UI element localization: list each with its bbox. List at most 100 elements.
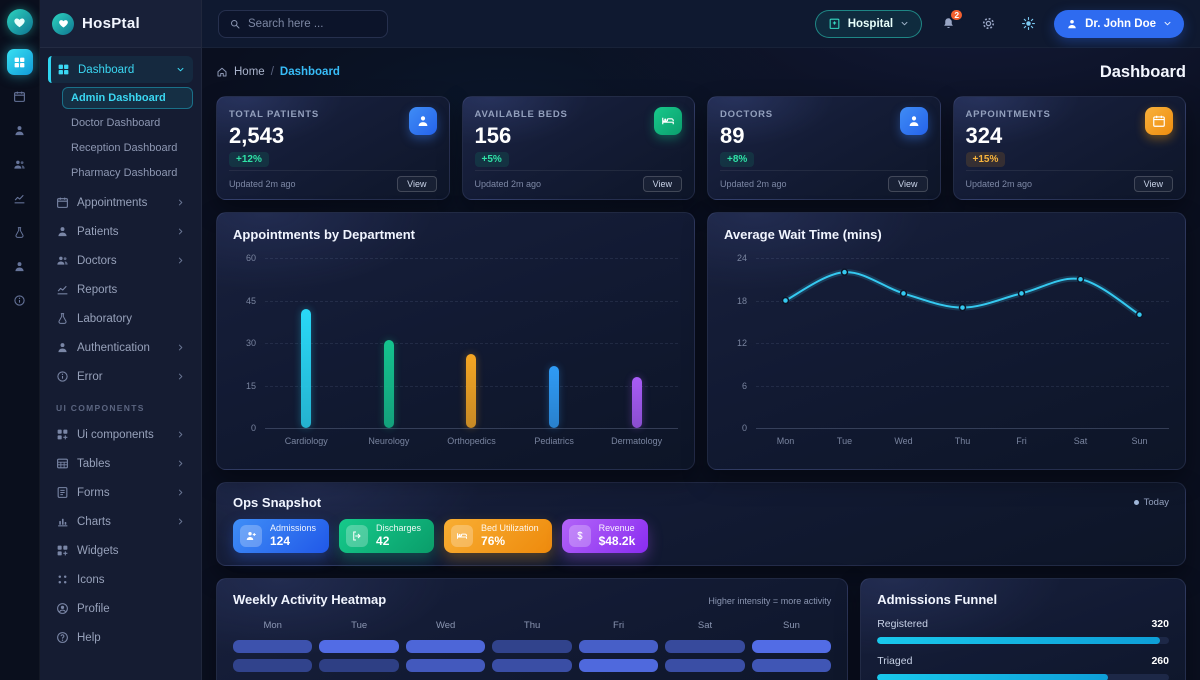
sidebar-subitem-pharmacy-dashboard[interactable]: Pharmacy Dashboard [71, 167, 178, 179]
rail-reports-icon[interactable] [7, 185, 33, 211]
y-axis: 24 18 12 6 0 [724, 253, 756, 433]
chevron-right-icon [176, 459, 185, 468]
gridline [265, 300, 678, 302]
user-menu-button[interactable]: Dr. John Doe [1054, 9, 1184, 38]
gridline [756, 258, 1169, 259]
theme-toggle-button[interactable] [1014, 10, 1042, 38]
search-icon [229, 18, 241, 30]
notifications-button[interactable]: 2 [934, 7, 965, 38]
sidebar-menu: Dashboard Admin Dashboard Doctor Dashboa… [40, 48, 201, 680]
rail-authentication-icon[interactable] [7, 253, 33, 279]
x-axis-label: Cardiology [284, 436, 328, 446]
sidebar-subitem-reception-dashboard[interactable]: Reception Dashboard [71, 142, 178, 154]
sidebar: HosPtal Dashboard Admin Dashboard Doctor… [40, 0, 202, 680]
stat-value: 324 [965, 123, 1003, 148]
x-axis-label: Mon [776, 436, 795, 446]
line-point [899, 289, 908, 298]
person-icon [56, 225, 69, 238]
x-axis-label: Sat [1073, 436, 1088, 446]
heatmap-cell [665, 640, 745, 653]
stat-updated: Updated 2m ago [229, 179, 296, 189]
stat-label: APPOINTMENTS [965, 109, 1051, 120]
chip-bed-utilization[interactable]: Bed Utilization 76% [444, 519, 552, 553]
sidebar-item-reports[interactable]: Reports [48, 276, 193, 303]
bar [549, 365, 560, 428]
line-point [1076, 275, 1085, 283]
rail-patients-icon[interactable] [7, 117, 33, 143]
calendar-icon [1145, 107, 1173, 135]
view-button[interactable]: View [397, 176, 437, 192]
sidebar-item-charts[interactable]: Charts [48, 508, 193, 535]
sidebar-item-forms[interactable]: Forms [48, 479, 193, 506]
stat-label: AVAILABLE BEDS [474, 109, 568, 120]
sidebar-item-appointments[interactable]: Appointments [48, 189, 193, 216]
stat-delta-badge: +8% [720, 152, 755, 167]
funnel-stage-triaged: Triaged 260 [877, 655, 1169, 680]
sidebar-subitem-admin-dashboard[interactable]: Admin Dashboard [62, 87, 193, 109]
breadcrumb-home[interactable]: Home [234, 66, 265, 78]
sidebar-item-icons[interactable]: Icons [48, 566, 193, 593]
rail-dashboard-icon[interactable] [6, 49, 33, 75]
sidebar-item-laboratory[interactable]: Laboratory [48, 305, 193, 332]
bar-slot [348, 258, 431, 428]
search-input[interactable] [248, 17, 377, 30]
heatmap-title: Weekly Activity Heatmap [233, 592, 387, 607]
view-button[interactable]: View [1133, 176, 1173, 192]
chart-title: Appointments by Department [233, 227, 416, 242]
sidebar-item-authentication[interactable]: Authentication [48, 334, 193, 361]
sidebar-item-help[interactable]: Help [48, 624, 193, 651]
sidebar-item-profile[interactable]: Profile [48, 595, 193, 622]
bar-slot [513, 258, 596, 428]
view-button[interactable]: View [888, 176, 928, 192]
heatmap-cell [319, 640, 399, 653]
flask-icon [56, 312, 69, 325]
view-button[interactable]: View [642, 176, 682, 192]
sidebar-section-label: UI COMPONENTS [56, 403, 145, 413]
stat-delta-badge: +5% [474, 152, 509, 167]
rail-appointments-icon[interactable] [7, 83, 33, 109]
funnel-bar-fill [877, 637, 1161, 644]
bar [466, 354, 477, 428]
ops-chips: Admissions 124 Discharges 42 Bed Utiliza… [233, 519, 1169, 553]
dots-icon [56, 573, 69, 586]
sidebar-item-widgets[interactable]: Widgets [48, 537, 193, 564]
funnel-stage-registered: Registered 320 [877, 618, 1169, 644]
y-tick-label: 18 [736, 295, 747, 306]
hospital-dropdown-button[interactable]: Hospital [814, 9, 923, 38]
x-axis-label: Dermatology [611, 436, 663, 446]
sidebar-item-ui-components[interactable]: Ui components [48, 421, 193, 448]
rail-laboratory-icon[interactable] [7, 219, 33, 245]
admissions-funnel-panel: Admissions Funnel Registered 320 Triaged… [860, 578, 1186, 680]
chip-admissions[interactable]: Admissions 124 [233, 519, 330, 553]
chip-discharges[interactable]: Discharges 42 [339, 519, 435, 553]
hospital-icon [828, 17, 841, 30]
search-box[interactable] [218, 9, 388, 38]
bar-slot [265, 258, 348, 428]
sidebar-item-patients[interactable]: Patients [48, 218, 193, 245]
line-point [1135, 310, 1144, 319]
rail-error-icon[interactable] [7, 287, 33, 313]
sidebar-item-dashboard[interactable]: Dashboard [48, 56, 193, 83]
sidebar-item-error[interactable]: Error [48, 363, 193, 390]
chip-revenue[interactable]: Revenue $48.2k [561, 519, 649, 553]
rail-doctors-icon[interactable] [7, 151, 33, 177]
funnel-bar-track [877, 674, 1169, 680]
stat-delta-badge: +12% [229, 152, 269, 167]
settings-button[interactable] [974, 10, 1002, 38]
help-icon [56, 631, 69, 644]
dollar-icon [568, 525, 591, 547]
person-plus-icon [240, 525, 262, 547]
info-icon [56, 370, 69, 383]
gear-icon [981, 16, 996, 31]
line-point [781, 296, 790, 305]
sidebar-item-tables[interactable]: Tables [48, 450, 193, 477]
ops-title: Ops Snapshot [233, 495, 322, 510]
x-axis-label: Neurology [368, 436, 410, 446]
topbar: Hospital 2 Dr. John Doe [202, 0, 1200, 48]
stat-updated: Updated 2m ago [474, 179, 542, 189]
sidebar-subitem-doctor-dashboard[interactable]: Doctor Dashboard [71, 117, 161, 129]
y-tick-label: 30 [245, 338, 256, 348]
sidebar-item-doctors[interactable]: Doctors [48, 247, 193, 274]
brand[interactable]: HosPtal [40, 0, 201, 48]
bar [301, 309, 312, 428]
